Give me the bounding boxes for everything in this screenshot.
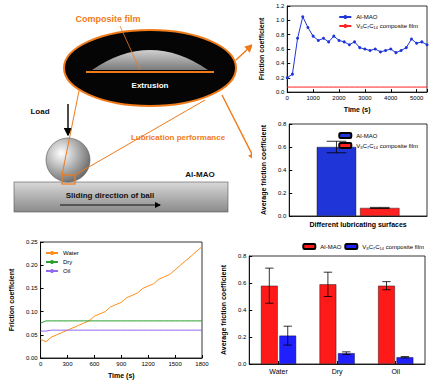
svg-text:0.2: 0.2: [276, 75, 285, 81]
svg-text:0.2: 0.2: [278, 190, 287, 196]
svg-text:0.4: 0.4: [278, 167, 287, 173]
svg-text:Al-MAO: Al-MAO: [356, 14, 377, 20]
svg-text:0: 0: [286, 95, 290, 101]
svg-text:0.4: 0.4: [276, 60, 285, 66]
svg-text:4000: 4000: [384, 95, 398, 101]
svg-text:5000: 5000: [410, 95, 424, 101]
svg-text:0.6: 0.6: [276, 46, 285, 52]
svg-text:0.8: 0.8: [278, 121, 287, 127]
svg-text:1.2: 1.2: [276, 3, 285, 9]
svg-text:Average friction coefficient: Average friction coefficient: [260, 124, 268, 215]
svg-text:1800: 1800: [195, 361, 209, 367]
svg-text:0.20: 0.20: [26, 262, 38, 268]
svg-text:Time (s): Time (s): [344, 106, 371, 114]
svg-text:V₈C₇C₁₄ composite film: V₈C₇C₁₄ composite film: [356, 23, 418, 29]
svg-text:0.6: 0.6: [238, 280, 247, 286]
svg-text:0.00: 0.00: [26, 355, 38, 361]
svg-text:1500: 1500: [168, 361, 182, 367]
svg-text:0.0: 0.0: [276, 89, 285, 95]
svg-text:Sliding direction of ball: Sliding direction of ball: [66, 191, 154, 200]
svg-text:1.0: 1.0: [276, 17, 285, 23]
svg-text:Different lubricating surfaces: Different lubricating surfaces: [309, 221, 406, 229]
svg-text:Water: Water: [63, 250, 79, 256]
svg-text:0.05: 0.05: [26, 332, 38, 338]
svg-text:1000: 1000: [306, 95, 320, 101]
svg-text:300: 300: [62, 361, 73, 367]
svg-text:Extrusion: Extrusion: [132, 81, 169, 90]
svg-text:Friction coefficient: Friction coefficient: [258, 17, 265, 80]
svg-text:Al-MAO: Al-MAO: [320, 244, 341, 250]
svg-text:Lubrication performance: Lubrication performance: [131, 133, 226, 142]
svg-text:0.0: 0.0: [278, 213, 287, 219]
svg-text:Al-MAO: Al-MAO: [185, 170, 214, 179]
svg-text:2000: 2000: [332, 95, 346, 101]
svg-text:900: 900: [116, 361, 127, 367]
svg-text:Dry: Dry: [332, 368, 343, 376]
svg-text:0.10: 0.10: [26, 309, 38, 315]
svg-text:0.6: 0.6: [278, 144, 287, 150]
svg-text:0.15: 0.15: [26, 285, 38, 291]
svg-text:0.8: 0.8: [238, 253, 247, 259]
svg-text:Friction coefficient: Friction coefficient: [8, 268, 15, 331]
svg-text:0.0: 0.0: [238, 361, 247, 367]
svg-text:3000: 3000: [358, 95, 372, 101]
svg-text:Oil: Oil: [391, 368, 400, 375]
svg-text:Oil: Oil: [63, 268, 70, 274]
svg-text:1200: 1200: [142, 361, 156, 367]
svg-text:0.4: 0.4: [238, 307, 247, 313]
svg-text:Dry: Dry: [63, 259, 72, 265]
svg-text:0: 0: [39, 361, 43, 367]
svg-text:Al-MAO: Al-MAO: [356, 133, 377, 139]
svg-text:Composite film: Composite film: [75, 14, 140, 24]
svg-text:Load: Load: [30, 107, 49, 116]
svg-text:600: 600: [89, 361, 100, 367]
svg-text:0.2: 0.2: [238, 334, 247, 340]
svg-text:V₈C₇C₁₄ composite film: V₈C₇C₁₄ composite film: [362, 244, 424, 250]
svg-text:Time (s): Time (s): [108, 372, 135, 380]
svg-text:0.8: 0.8: [276, 32, 285, 38]
svg-text:0.25: 0.25: [26, 239, 38, 245]
svg-text:V₈C₇C₁₄ composite film: V₈C₇C₁₄ composite film: [356, 143, 418, 149]
svg-text:Average friction coefficient: Average friction coefficient: [220, 264, 228, 355]
svg-text:Water: Water: [269, 368, 288, 375]
